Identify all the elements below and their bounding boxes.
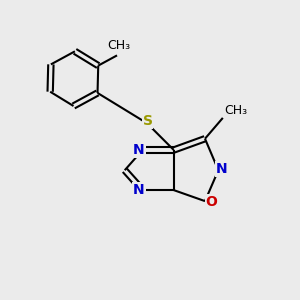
Text: O: O <box>206 195 218 209</box>
Text: N: N <box>215 162 227 176</box>
Text: CH₃: CH₃ <box>107 39 130 52</box>
Text: N: N <box>133 143 145 157</box>
Text: CH₃: CH₃ <box>224 104 248 117</box>
Text: N: N <box>133 183 145 197</box>
Text: S: S <box>142 115 153 128</box>
